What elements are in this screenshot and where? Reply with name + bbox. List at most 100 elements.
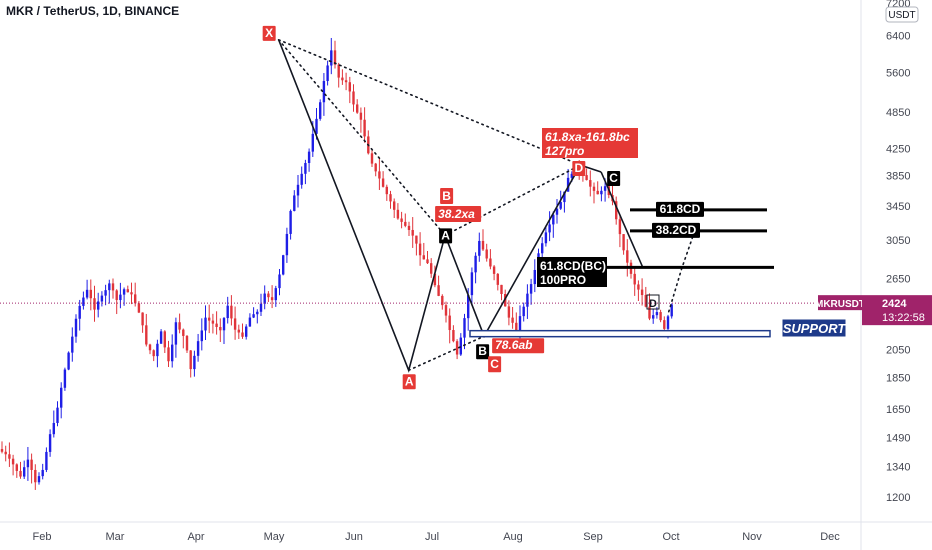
dotted-xd bbox=[277, 39, 582, 166]
point-a-label: A bbox=[405, 374, 414, 388]
candle-body bbox=[592, 186, 596, 191]
time-tick-label: Oct bbox=[662, 531, 679, 543]
d-target-line1: 61.8xa-161.8bc bbox=[545, 130, 630, 144]
candle-body bbox=[396, 209, 400, 219]
candle-body bbox=[37, 476, 41, 483]
candle-body bbox=[270, 297, 274, 301]
candle-body bbox=[108, 283, 111, 291]
point-b-label-bg bbox=[440, 188, 454, 204]
candle-body bbox=[156, 343, 159, 357]
candle-body bbox=[570, 173, 573, 178]
price-tick-label: 3850 bbox=[886, 171, 910, 183]
candle-body bbox=[444, 305, 448, 316]
candle-body bbox=[615, 201, 618, 220]
candle-body bbox=[474, 255, 477, 273]
candle-body bbox=[422, 255, 425, 260]
candle-body bbox=[652, 315, 655, 319]
candle-body bbox=[4, 451, 7, 455]
candle-body bbox=[622, 234, 625, 251]
candle-body bbox=[178, 322, 181, 330]
level-618bc-line1: 61.8CD(BC) bbox=[540, 259, 606, 273]
candle-body bbox=[163, 331, 166, 348]
candle-body bbox=[463, 318, 466, 338]
candle-body bbox=[430, 263, 433, 274]
d-target-line2: 127pro bbox=[545, 144, 584, 158]
candle-body bbox=[34, 469, 37, 483]
candle-body bbox=[326, 65, 329, 82]
d2-box bbox=[646, 294, 660, 310]
candle-body bbox=[219, 326, 222, 331]
candle-body bbox=[437, 285, 440, 296]
candle-body bbox=[315, 118, 318, 134]
candle-body bbox=[585, 175, 588, 181]
candle-body bbox=[300, 173, 303, 185]
candle-body bbox=[492, 266, 496, 274]
bc-ratio-label: 78.6ab bbox=[495, 338, 532, 352]
candle-body bbox=[603, 186, 607, 191]
candle-body bbox=[182, 329, 185, 336]
candle-body bbox=[511, 317, 514, 323]
candle-body bbox=[89, 289, 92, 299]
candle-body bbox=[141, 312, 144, 326]
dotted-projection bbox=[667, 230, 696, 313]
candle-body bbox=[48, 434, 52, 452]
candle-body bbox=[322, 81, 326, 103]
candle-body bbox=[167, 347, 170, 362]
candle-body bbox=[644, 295, 647, 307]
candle-body bbox=[304, 162, 307, 174]
candle-body bbox=[134, 294, 137, 304]
price-tick-label: 1200 bbox=[886, 492, 910, 504]
time-tick-label: Sep bbox=[583, 531, 603, 543]
candle-body bbox=[452, 330, 455, 342]
candle-body bbox=[204, 317, 207, 331]
candle-body bbox=[400, 218, 403, 222]
candle-body bbox=[344, 80, 348, 83]
candle-body bbox=[100, 295, 104, 302]
candle-body bbox=[196, 341, 200, 356]
point-d-label: D bbox=[575, 161, 584, 175]
candle-body bbox=[481, 240, 485, 250]
level-382cd-label: 38.2CD bbox=[656, 223, 697, 237]
candle-body bbox=[485, 249, 488, 259]
harmonic-leg-cd bbox=[600, 171, 644, 268]
candle-body bbox=[448, 315, 451, 331]
harmonic-legs bbox=[277, 39, 602, 373]
candle-body bbox=[259, 303, 263, 312]
symbol-tag-bg bbox=[818, 295, 862, 311]
candle-body bbox=[433, 273, 437, 286]
time-axis: Feb Mar Apr May Jun Jul Aug Sep Oct Nov Dec bbox=[33, 531, 841, 543]
candle-body bbox=[378, 171, 381, 179]
d2-label: D bbox=[649, 298, 657, 310]
candle-body bbox=[171, 344, 174, 362]
candle-body bbox=[659, 312, 662, 321]
time-tick-label: Apr bbox=[187, 531, 204, 543]
candle-body bbox=[185, 335, 189, 351]
candle-body bbox=[226, 305, 229, 319]
currency-badge[interactable] bbox=[885, 6, 919, 23]
candle-body bbox=[111, 283, 115, 291]
point-x-label-bg bbox=[262, 25, 276, 41]
candle-body bbox=[122, 289, 126, 295]
level-618cd-label-bg bbox=[656, 201, 704, 217]
time-tick-label: Aug bbox=[503, 531, 523, 543]
candle-body bbox=[211, 320, 215, 324]
point-b-black-label-bg bbox=[476, 344, 490, 360]
candle-body bbox=[370, 153, 374, 164]
candle-body bbox=[256, 311, 259, 315]
candle-body bbox=[282, 255, 285, 275]
candle-body bbox=[78, 305, 81, 319]
overlays-layer: XAAB38.2xaBC78.6abDC61.8xa-161.8bc127pro… bbox=[0, 25, 932, 390]
candle-body bbox=[26, 459, 30, 468]
candle-body bbox=[555, 208, 559, 215]
candle-body bbox=[52, 422, 55, 435]
candle-body bbox=[589, 180, 592, 187]
price-tick-label: 5600 bbox=[886, 67, 910, 79]
candle-body bbox=[533, 269, 536, 285]
support-label: SUPPORT bbox=[783, 321, 847, 336]
candle-body bbox=[63, 369, 67, 388]
candle-body bbox=[363, 119, 366, 137]
candle-body bbox=[137, 303, 141, 313]
candle-body bbox=[230, 305, 233, 319]
candle-body bbox=[248, 317, 252, 327]
